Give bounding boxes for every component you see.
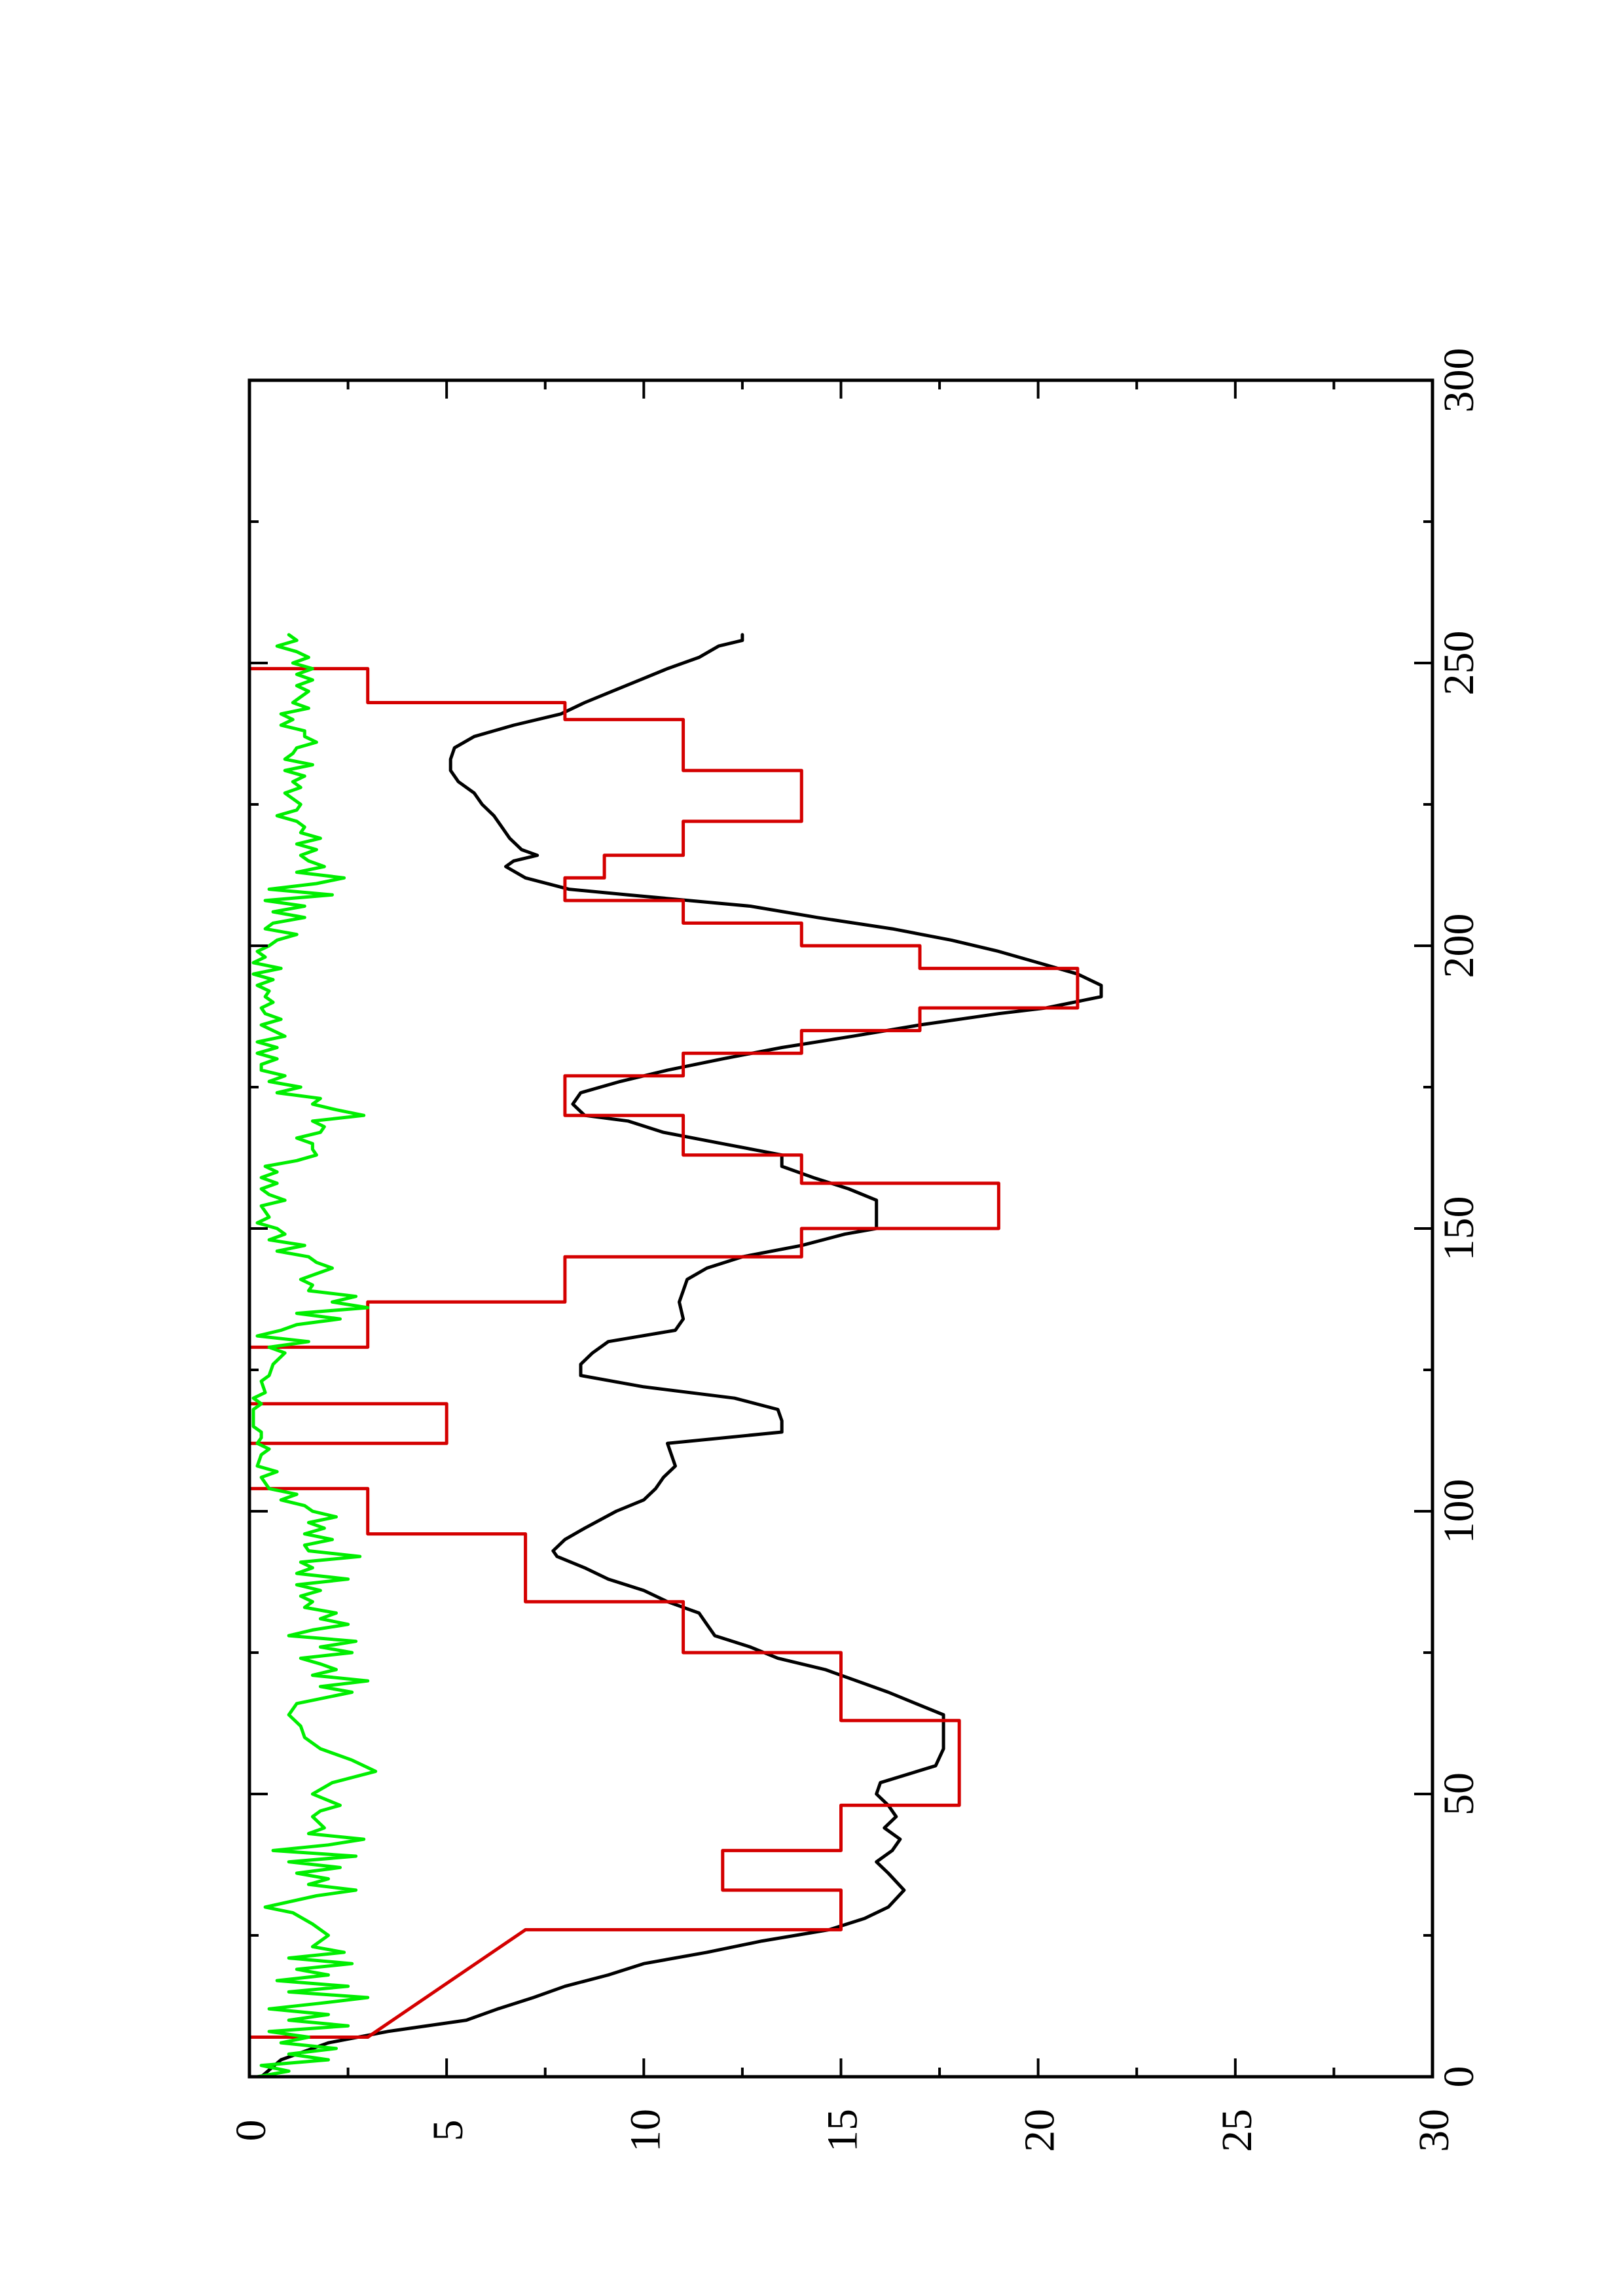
- series-layer: [247, 633, 1103, 2079]
- x-tick-label: 0: [1435, 2066, 1483, 2088]
- x-tick-label: 200: [1435, 914, 1483, 978]
- y-tick-label: 30: [1410, 2109, 1458, 2152]
- y-tick-label: 25: [1213, 2109, 1261, 2152]
- x-tick-label: 300: [1435, 348, 1483, 413]
- x-tick-label: 50: [1435, 1772, 1483, 1816]
- y-tick-labels: 0 5 10 15 20 25 30: [227, 2109, 1458, 2152]
- y-tick-label: 5: [424, 2120, 472, 2142]
- x-tick-label: 150: [1435, 1196, 1483, 1261]
- y-tick-label: 0: [227, 2120, 275, 2142]
- x-tick-labels: 0 50 100 150 200 250 300: [1435, 348, 1483, 2088]
- x-tick-label: 250: [1435, 631, 1483, 696]
- y-tick-label: 15: [819, 2109, 867, 2152]
- series-line-2: [247, 667, 1080, 2079]
- plot-frame: [247, 378, 1434, 2079]
- x-tick-label: 100: [1435, 1479, 1483, 1544]
- series-line-1: [259, 633, 1103, 2079]
- y-tick-label: 20: [1016, 2109, 1064, 2152]
- y-tick-label: 10: [621, 2109, 669, 2152]
- series-line-3: [251, 633, 378, 2079]
